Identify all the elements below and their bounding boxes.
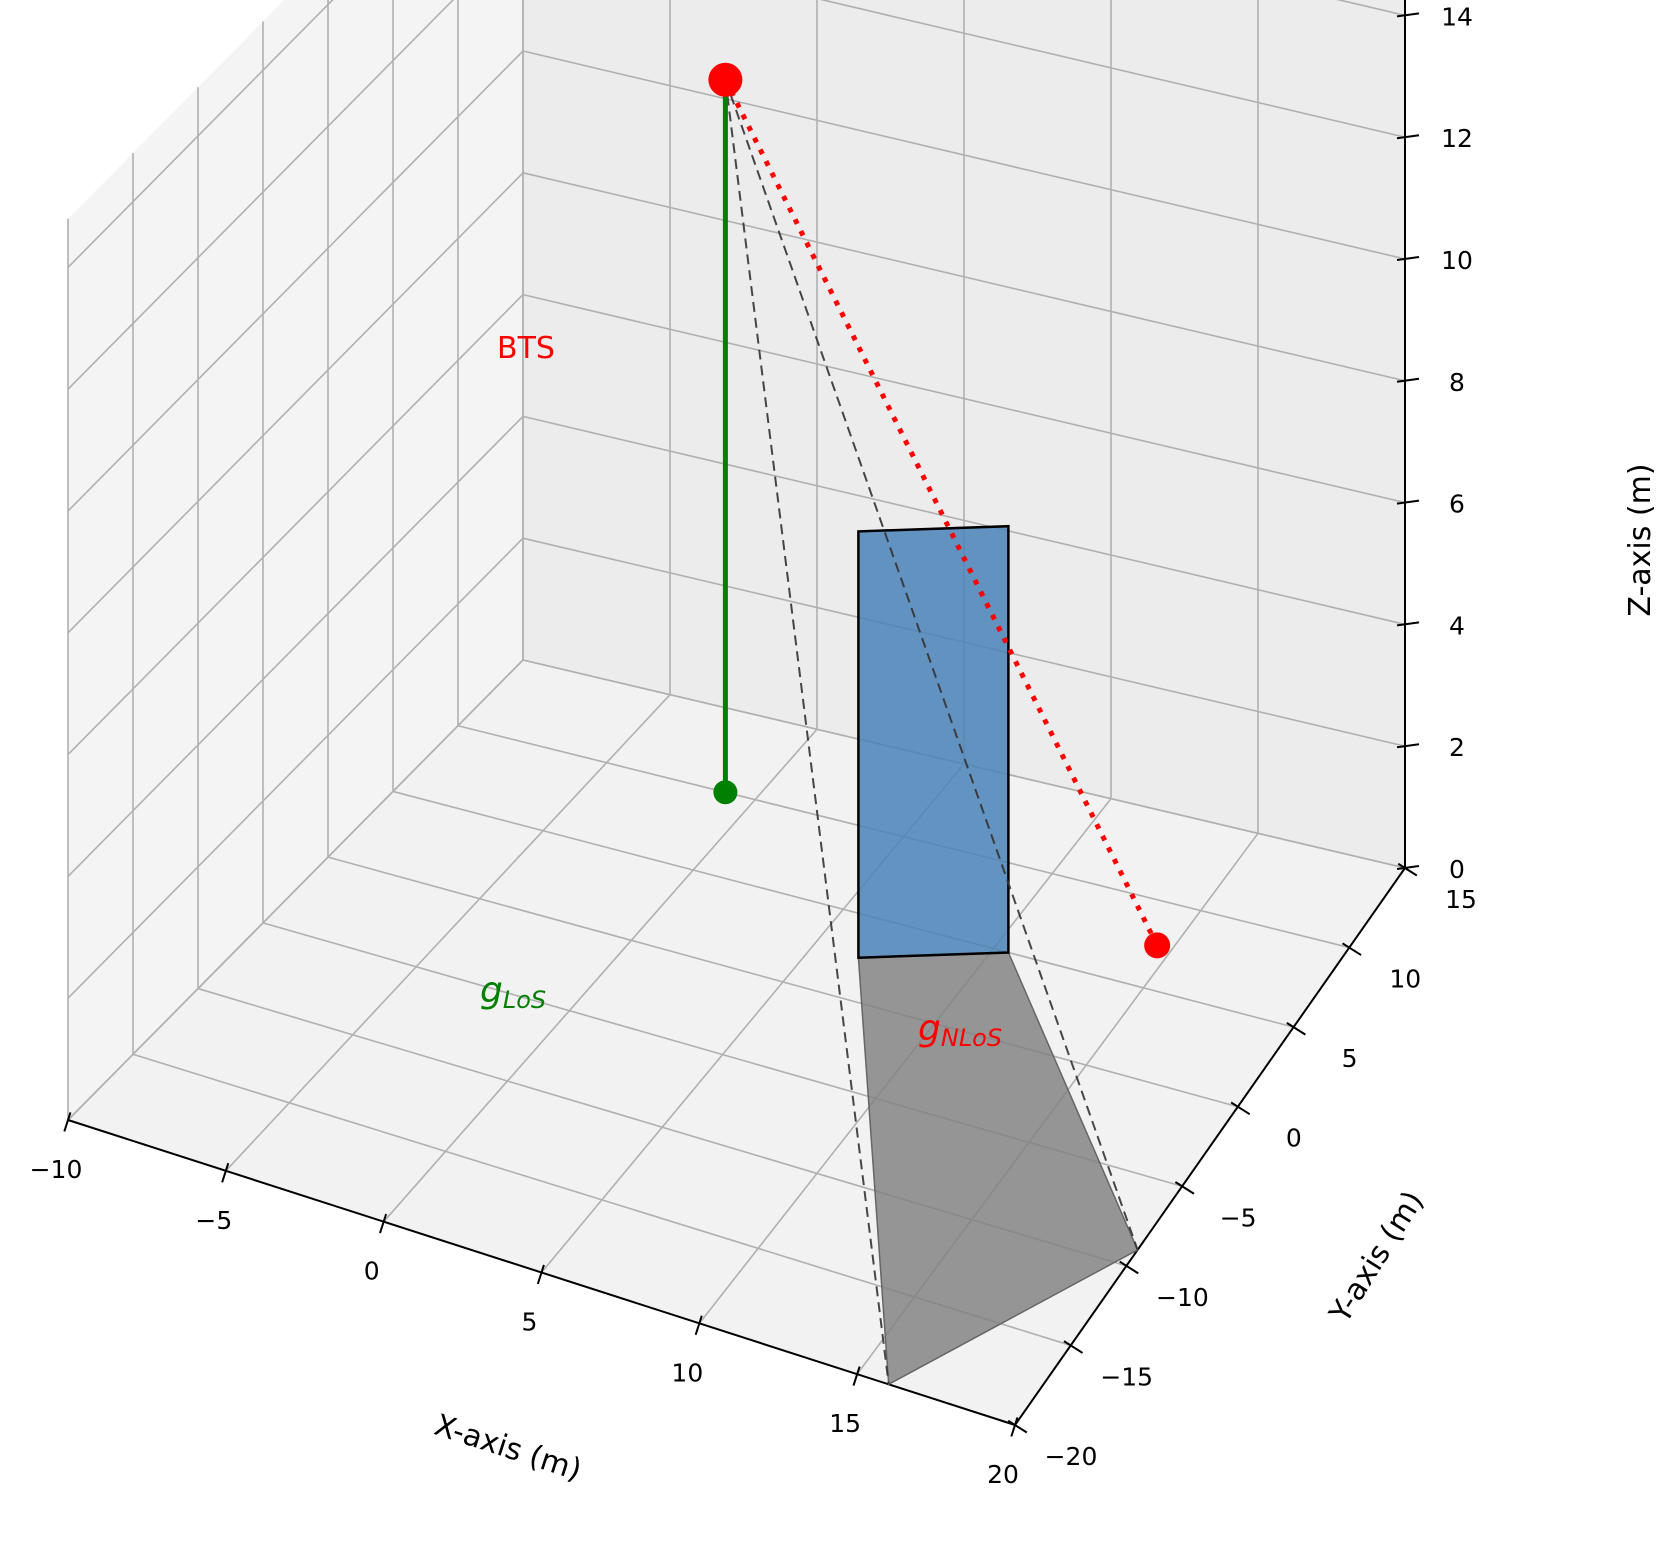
z-tick-label: 10 (1441, 246, 1473, 275)
z-tick-label: 2 (1449, 733, 1465, 762)
x-tick-label: 20 (987, 1460, 1019, 1489)
y-tick-label: −5 (1220, 1203, 1257, 1232)
shadow-ray-line (724, 79, 1139, 1251)
z-tick (1396, 621, 1420, 627)
y-axis-line (1014, 867, 1406, 1426)
left-wall-grid-line-z (67, 294, 524, 756)
y-tick-label: 15 (1445, 885, 1477, 914)
axis-panes (68, 0, 1405, 1425)
x-tick (221, 1162, 230, 1183)
shadow-ray-line (724, 79, 890, 1385)
bts-point (708, 62, 743, 97)
x-tick (694, 1315, 703, 1336)
bts-label: BTS (497, 331, 555, 366)
z-tick-label: 4 (1449, 611, 1465, 640)
z-tick (1396, 377, 1420, 383)
x-tick (63, 1112, 72, 1132)
axis-ticks: −10−505101520−20−15−10−50510150246810121… (30, 2, 1477, 1489)
gnlos-point (1144, 932, 1171, 959)
floor-grid-line-x (225, 694, 671, 1172)
x-axis-title: X-axis (m) (430, 1408, 586, 1488)
left-wall-pane (68, 0, 523, 1120)
z-tick-label: 0 (1449, 855, 1465, 884)
z-tick-label: 12 (1441, 124, 1473, 153)
y-tick-label: 0 (1286, 1124, 1302, 1153)
z-tick (1396, 134, 1420, 140)
x-tick-label: 5 (522, 1308, 538, 1337)
back-wall-grid-line-z (819, 0, 1406, 138)
left-wall-grid-line-z (67, 50, 524, 512)
x-tick (1010, 1417, 1019, 1437)
scene-objects (708, 62, 1171, 1386)
back-wall-grid-line-z (522, 50, 1406, 260)
z-tick-label: 8 (1449, 368, 1465, 397)
back-wall-grid-line-z (522, 172, 1406, 382)
z-tick (1396, 865, 1420, 870)
y-tick (1063, 1340, 1084, 1354)
y-tick (1397, 862, 1418, 877)
left-wall-grid-line-z (67, 659, 524, 1121)
y-tick-label: −20 (1045, 1442, 1098, 1471)
left-wall-grid-line-z (67, 172, 524, 634)
gnlos-label-main: g (918, 1008, 941, 1049)
back-wall-grid-line-z (522, 415, 1406, 626)
y-tick (1230, 1101, 1251, 1116)
z-tick-label: 14 (1441, 2, 1473, 31)
y-tick (1174, 1181, 1195, 1195)
y-tick-label: −15 (1100, 1362, 1153, 1391)
floor-grid-line-y (327, 856, 1239, 1108)
left-wall-grid-line-z (67, 537, 524, 999)
z-tick (1396, 12, 1420, 18)
obstacle-wall (857, 524, 1010, 959)
y-tick (1007, 1419, 1028, 1434)
z-tick (1396, 256, 1420, 261)
x-tick-label: −5 (195, 1206, 232, 1235)
left-wall-grid-line-z (67, 415, 524, 877)
z-tick (1396, 743, 1420, 749)
gnlos-label-sub: NLoS (941, 1024, 1002, 1052)
y-tick (1119, 1260, 1139, 1275)
floor-grid-line-y (392, 790, 1294, 1028)
glos-label: gLoS (480, 970, 546, 1014)
x-tick-label: −10 (30, 1155, 83, 1184)
nlos-link-line (723, 78, 1160, 947)
z-tick (1396, 499, 1420, 505)
left-wall-grid-line-z (67, 0, 334, 268)
y-tick-label: 5 (1342, 1044, 1358, 1073)
glos-label-sub: LoS (503, 986, 546, 1014)
x-tick-label: 10 (671, 1358, 703, 1387)
floor-grid-line-x (383, 728, 818, 1223)
left-wall-grid-line-z (67, 0, 455, 390)
y-tick-label: −10 (1156, 1283, 1209, 1312)
z-tick-label: 6 (1449, 490, 1465, 519)
glos-point (713, 780, 738, 805)
x-tick (536, 1264, 545, 1285)
z-axis-title: Z-axis (m) (1623, 463, 1658, 616)
gnlos-label: gNLoS (918, 1008, 1002, 1052)
y-axis-title: Y-axis (m) (1322, 1185, 1431, 1330)
x-tick-label: 0 (364, 1257, 380, 1286)
x-tick (379, 1213, 388, 1234)
y-tick (1286, 1022, 1306, 1036)
back-wall-grid-line-z (522, 293, 1406, 504)
y-tick-label: 10 (1389, 965, 1421, 994)
y-tick (1341, 942, 1362, 956)
glos-label-main: g (480, 970, 503, 1011)
x-tick (852, 1366, 861, 1386)
x-tick-label: 15 (829, 1409, 861, 1438)
